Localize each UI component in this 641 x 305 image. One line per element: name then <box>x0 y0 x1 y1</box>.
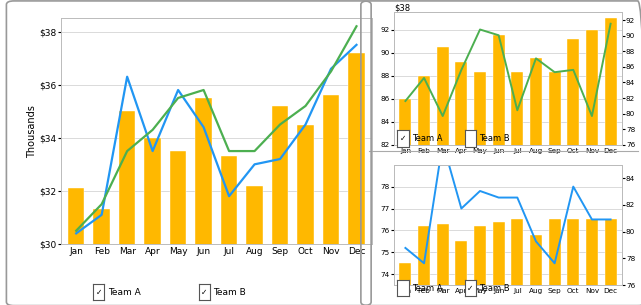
Bar <box>567 220 579 305</box>
Bar <box>68 188 85 305</box>
Bar <box>322 95 339 305</box>
Text: Team B: Team B <box>479 284 510 292</box>
Bar <box>549 72 561 305</box>
Bar <box>492 222 504 305</box>
Bar <box>399 263 412 305</box>
Bar <box>586 220 598 305</box>
Bar <box>455 62 467 305</box>
Bar <box>455 241 467 305</box>
Bar <box>530 58 542 305</box>
Bar <box>418 226 430 305</box>
Bar <box>474 226 486 305</box>
Text: ✓: ✓ <box>201 288 208 296</box>
Bar <box>272 106 288 305</box>
Bar <box>437 47 449 305</box>
Bar <box>297 124 314 305</box>
Text: Team A: Team A <box>412 284 443 292</box>
Bar <box>196 98 212 305</box>
Bar <box>348 53 365 305</box>
Bar <box>512 72 524 305</box>
Bar <box>586 30 598 305</box>
Bar <box>512 220 524 305</box>
Bar <box>437 224 449 305</box>
Text: $38: $38 <box>394 3 410 12</box>
Bar <box>119 111 135 305</box>
Bar <box>567 39 579 305</box>
Text: Team A: Team A <box>108 288 140 296</box>
Bar <box>474 72 486 305</box>
Text: ✓: ✓ <box>96 288 102 296</box>
Bar <box>604 220 617 305</box>
Text: Team A: Team A <box>412 134 443 143</box>
Bar <box>492 35 504 305</box>
Text: ✓: ✓ <box>400 134 406 143</box>
Text: Team B: Team B <box>479 134 510 143</box>
Bar <box>144 138 161 305</box>
Bar <box>530 235 542 305</box>
Text: Team B: Team B <box>213 288 246 296</box>
Bar <box>604 18 617 305</box>
Y-axis label: Thousands: Thousands <box>27 105 37 158</box>
Bar <box>399 99 412 305</box>
Text: ✓: ✓ <box>467 284 474 292</box>
Bar <box>221 156 237 305</box>
Bar <box>170 151 187 305</box>
Bar <box>418 76 430 305</box>
Bar <box>94 210 110 305</box>
Bar <box>246 185 263 305</box>
Bar <box>549 220 561 305</box>
